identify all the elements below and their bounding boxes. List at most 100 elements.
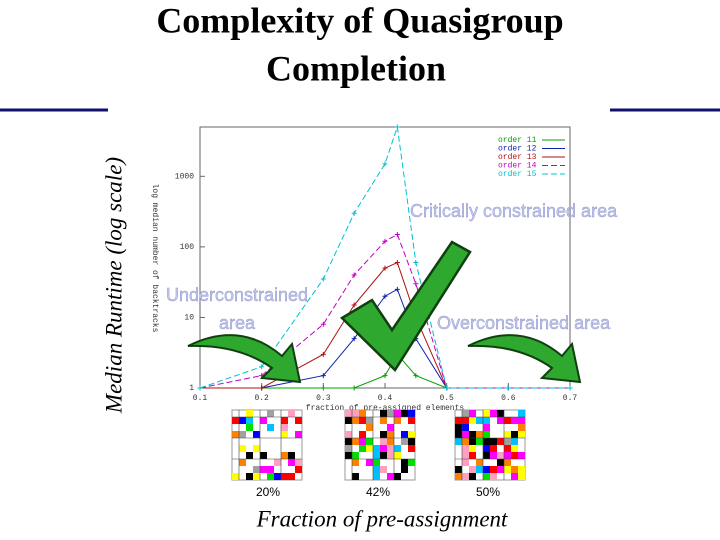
point (259, 364, 265, 370)
example-cell (401, 459, 408, 466)
point (394, 260, 400, 266)
example-cell (373, 466, 380, 473)
example-cell (246, 417, 253, 424)
arrow (187, 334, 302, 384)
example-cell (380, 466, 387, 473)
example-cell (345, 438, 352, 445)
example-cell (462, 424, 469, 431)
example-cell (352, 438, 359, 445)
example-cell (401, 438, 408, 445)
example-cell (469, 473, 476, 480)
example-cell (373, 452, 380, 459)
point (567, 385, 573, 391)
legend-label: order 12 (498, 145, 537, 154)
example-cell (490, 410, 497, 417)
example-cell (455, 424, 462, 431)
x-tick-label: 0.4 (378, 394, 393, 403)
series-line (199, 126, 570, 389)
point (413, 373, 419, 379)
example-cell (267, 410, 274, 417)
example-cell (455, 431, 462, 438)
slide-title: Complexity of Quasigroup (156, 0, 563, 40)
example-cell (408, 459, 415, 466)
annotation: area (219, 313, 256, 333)
example-cell (483, 473, 490, 480)
example-cell (504, 431, 511, 438)
example-cell (387, 410, 394, 417)
example-cell (504, 417, 511, 424)
example-cell (455, 417, 462, 424)
example-cell (246, 410, 253, 417)
example-cell (267, 424, 274, 431)
point (505, 385, 511, 391)
example-cell (497, 452, 504, 459)
example-cell (295, 466, 302, 473)
example-cell (366, 424, 373, 431)
example-cell (511, 466, 518, 473)
point (382, 373, 388, 379)
example-cell (408, 445, 415, 452)
example-cell (260, 466, 267, 473)
point (413, 281, 419, 287)
example-cell (462, 452, 469, 459)
example-cell (518, 410, 525, 417)
inner-x-label: fraction of pre-assigned elements (306, 404, 465, 413)
example-cell (511, 431, 518, 438)
x-tick-label: 0.2 (254, 394, 269, 403)
example-cell (380, 438, 387, 445)
example-cell (476, 431, 483, 438)
example-cell (246, 424, 253, 431)
example-cell (401, 431, 408, 438)
example-cell (295, 431, 302, 438)
point (382, 161, 388, 167)
example-cell (281, 424, 288, 431)
point (351, 272, 357, 278)
example-cell (455, 473, 462, 480)
example-cell (455, 438, 462, 445)
example-cell (274, 473, 281, 480)
point (413, 260, 419, 266)
example-cell (483, 445, 490, 452)
example-cell (483, 438, 490, 445)
point (259, 385, 265, 391)
example-cell (497, 459, 504, 466)
example-cell (518, 424, 525, 431)
x-axis-label: Fraction of pre-assignment (256, 506, 508, 531)
example-cell (511, 417, 518, 424)
example-cell (490, 473, 497, 480)
point (394, 231, 400, 237)
example-cell (288, 473, 295, 480)
example-cell (288, 452, 295, 459)
example-cell (408, 438, 415, 445)
example-cell (462, 410, 469, 417)
example-cell (281, 431, 288, 438)
example-label: 42% (366, 485, 390, 499)
example-label: 50% (476, 485, 500, 499)
point (394, 124, 400, 130)
example-cell (483, 410, 490, 417)
legend-label: order 14 (498, 162, 537, 171)
example-cell (352, 410, 359, 417)
example-cell (490, 438, 497, 445)
example-cell (366, 417, 373, 424)
y-tick-label: 1 (189, 384, 194, 393)
example-cell (401, 410, 408, 417)
example-cell (260, 417, 267, 424)
example-cell (345, 417, 352, 424)
point (320, 373, 326, 379)
example-cell (295, 459, 302, 466)
example-cell (408, 410, 415, 417)
example-cell (232, 417, 239, 424)
example-cell (352, 473, 359, 480)
point (351, 336, 357, 342)
example-cell (253, 431, 260, 438)
example-cell (352, 459, 359, 466)
example-cell (380, 452, 387, 459)
example-cell (373, 445, 380, 452)
annotation: Critically constrained area (410, 201, 618, 221)
example-cell (497, 417, 504, 424)
example-cell (469, 438, 476, 445)
example-cell (352, 452, 359, 459)
example-cell (232, 473, 239, 480)
example-cell (380, 431, 387, 438)
